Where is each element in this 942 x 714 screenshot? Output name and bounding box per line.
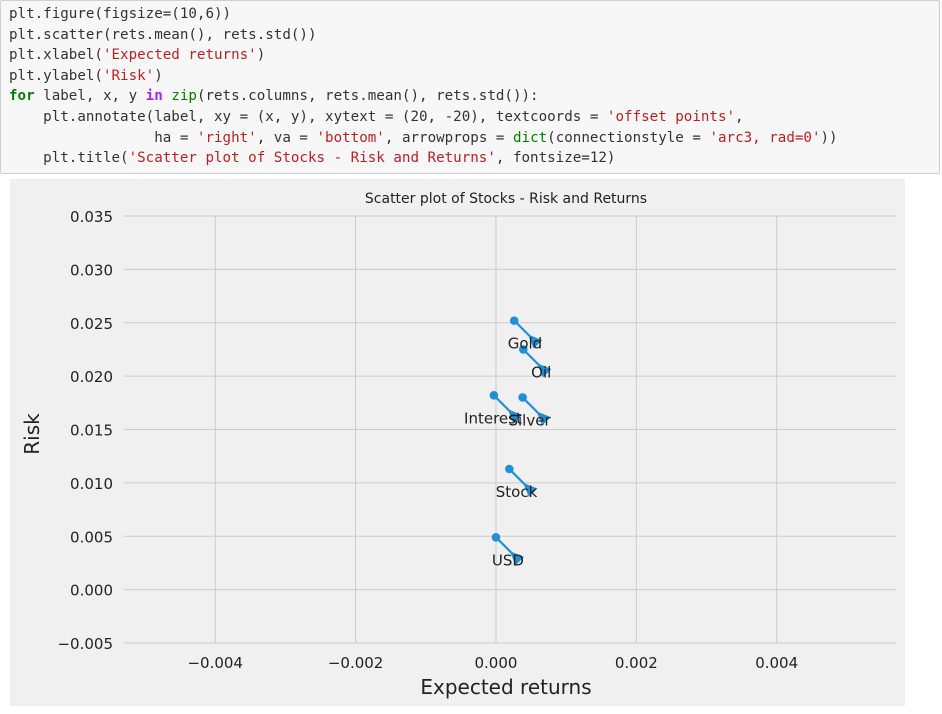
code-token: in	[145, 88, 163, 105]
y-tick-label: 0.010	[70, 475, 113, 493]
code-token: )	[256, 47, 266, 64]
data-point	[491, 533, 501, 542]
code-token: 'offset points'	[606, 108, 736, 125]
x-tick-label: 0.002	[615, 654, 658, 672]
x-tick-label: 0.000	[474, 654, 517, 672]
code-token: label, x, y	[34, 88, 146, 105]
point-label: USD	[492, 551, 524, 569]
y-tick-label: 0.000	[70, 582, 113, 600]
y-tick-label: −0.005	[57, 635, 113, 653]
annotation-arrowhead	[523, 482, 538, 497]
code-line: plt.figure(figsize=(10,6))	[9, 4, 939, 25]
chart-output: −0.004 −0.002 0.000 0.002 0.004 −0.005 0.000 0…	[0, 176, 942, 709]
code-token: ,	[735, 108, 744, 125]
code-token: 'arc3, rad=0'	[709, 129, 821, 146]
y-tick-label: 0.015	[70, 422, 113, 440]
x-tick-label: −0.004	[187, 654, 243, 672]
data-point	[504, 464, 514, 474]
annotation-arrowhead	[536, 411, 551, 426]
code-token: , va =	[256, 129, 317, 146]
code-token: plt.figure(figsize=(10,6))	[9, 6, 232, 22]
y-axis-label: Risk	[20, 413, 44, 455]
code-token: plt.ylabel(	[9, 67, 103, 84]
chart-title: Scatter plot of Stocks - Risk and Return…	[365, 191, 647, 207]
y-tick-labels: −0.005 0.000 0.005 0.010 0.015 0.020 0.025 0.03…	[57, 208, 113, 653]
code-token: (rets.columns, rets.mean(), rets.std()):	[196, 88, 539, 105]
annotation-arrows	[494, 321, 552, 566]
code-token: dict	[512, 129, 548, 146]
y-tick-label: 0.030	[70, 261, 113, 279]
annotation-arrowhead	[507, 409, 522, 424]
code-token: plt.xlabel(	[9, 47, 103, 64]
x-tick-label: −0.002	[328, 654, 384, 672]
code-token: zip	[171, 88, 197, 105]
data-point	[509, 316, 519, 325]
y-tick-label: 0.025	[70, 315, 113, 333]
code-token: , fontsize=12)	[495, 150, 616, 167]
point-label: Oil	[531, 363, 551, 381]
code-cell[interactable]: plt.figure(figsize=(10,6)) plt.scatter(re…	[0, 0, 940, 174]
point-label: Gold	[508, 335, 543, 353]
code-token: 'Scatter plot of Stocks - Risk and Retur…	[128, 150, 496, 167]
x-tick-labels: −0.004 −0.002 0.000 0.002 0.004	[187, 654, 798, 672]
code-token: , arrowprops =	[384, 129, 513, 146]
grid	[124, 215, 896, 644]
code-token: for	[9, 88, 35, 105]
annotation-arrowhead	[528, 334, 543, 349]
code-token: ha =	[9, 129, 197, 146]
code-token: (connectionstyle =	[547, 129, 710, 146]
code-line: plt.title('Scatter plot of Stocks - Risk…	[9, 148, 939, 169]
point-label: Interest	[464, 409, 522, 427]
code-token: 'Risk'	[102, 67, 155, 84]
data-points	[489, 316, 528, 542]
code-token: ))	[820, 129, 838, 146]
code-token: plt.annotate(label, xy = (x, y), xytext …	[9, 108, 607, 125]
x-axis-label: Expected returns	[420, 675, 591, 699]
data-point	[519, 345, 528, 354]
code-token: 'bottom'	[316, 129, 385, 146]
code-token: 'Expected returns'	[102, 47, 257, 64]
x-tick-label: 0.004	[755, 654, 798, 672]
code-line: plt.ylabel('Risk')	[9, 66, 939, 87]
data-point	[489, 391, 499, 400]
code-line: ha = 'right', va = 'bottom', arrowprops …	[9, 128, 939, 149]
code-line: plt.xlabel('Expected returns')	[9, 45, 939, 66]
point-label: Silver	[508, 411, 551, 429]
y-tick-label: 0.005	[70, 528, 113, 546]
annotation-arrowhead	[509, 551, 524, 566]
code-token: plt.scatter(rets.mean(), rets.std())	[9, 26, 317, 43]
annotation-arrowhead	[537, 363, 552, 378]
code-line: plt.annotate(label, xy = (x, y), xytext …	[9, 107, 939, 128]
y-tick-label: 0.020	[70, 368, 113, 386]
code-line: plt.scatter(rets.mean(), rets.std())	[9, 25, 939, 46]
point-label: Stock	[496, 483, 538, 501]
scatter-chart: −0.004 −0.002 0.000 0.002 0.004 −0.005 0.000 0…	[10, 179, 905, 706]
code-token: 'right'	[196, 129, 257, 146]
y-tick-label: 0.035	[70, 208, 113, 226]
data-point	[518, 393, 527, 402]
code-line: for label, x, y in zip(rets.columns, ret…	[9, 86, 939, 107]
code-token: plt.title(	[9, 150, 129, 167]
code-token: )	[154, 67, 163, 84]
